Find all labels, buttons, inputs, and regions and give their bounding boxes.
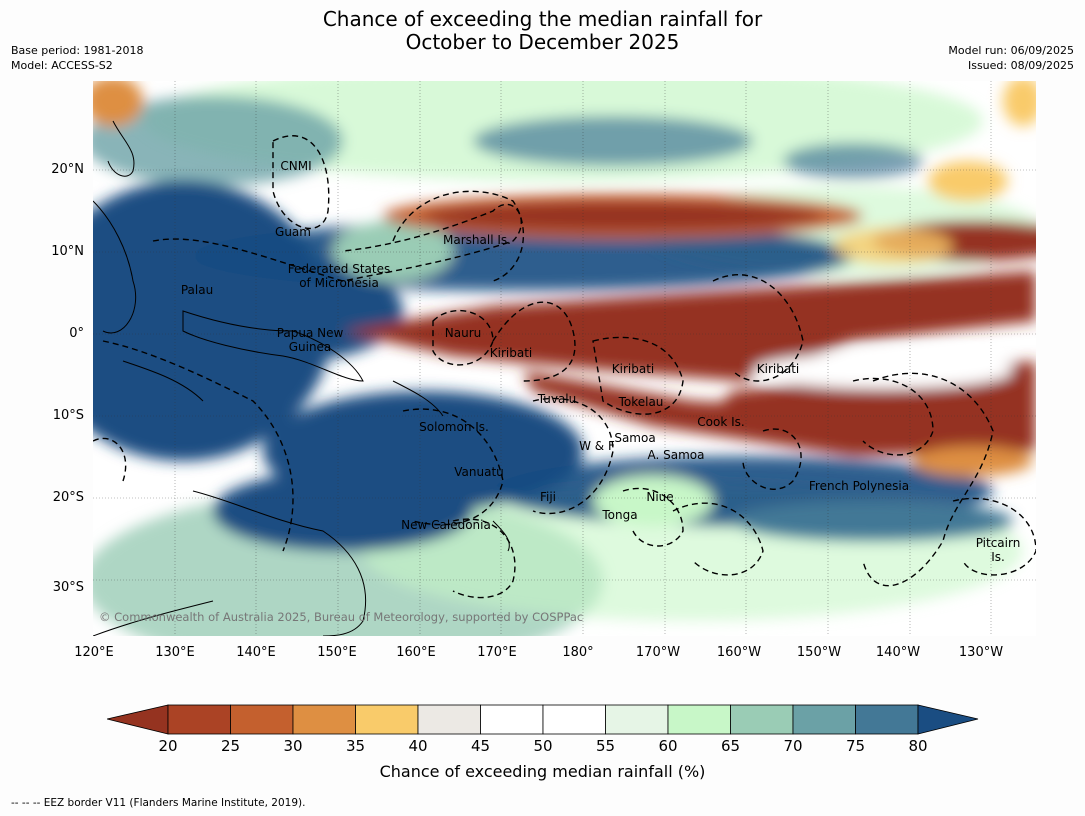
colorbar-segment (417, 704, 481, 735)
model-name: Model: ACCESS-S2 (11, 59, 113, 72)
colorbar-tick-label: 55 (595, 737, 616, 755)
colorbar-tick-label: 25 (220, 737, 241, 755)
region-label: Cook Is. (697, 415, 745, 429)
forecast-map (93, 81, 1036, 636)
colorbar-segment (542, 704, 606, 735)
longitude-tick-label: 180° (562, 645, 594, 660)
colorbar-segment (792, 704, 856, 735)
title-line-2: October to December 2025 (405, 30, 680, 54)
region-label: New Caledonia (401, 518, 491, 532)
region-label: Tonga (602, 508, 638, 522)
colorbar-tick-label: 70 (783, 737, 803, 755)
region-label: W & F (579, 439, 615, 453)
rainfall-field (93, 81, 1036, 636)
region-label: Solomon Is. (419, 420, 489, 434)
footnote: -- -- -- EEZ border V11 (Flanders Marine… (11, 797, 306, 809)
longitude-tick-label: 160°E (396, 645, 436, 660)
latitude-tick-label: 20°N (51, 162, 84, 177)
latitude-tick-label: 20°S (52, 490, 84, 505)
colorbar-segment (292, 704, 356, 735)
chart-title: Chance of exceeding the median rainfall … (0, 8, 1085, 54)
longitude-tick-label: 170°W (635, 645, 681, 660)
map-canvas (93, 81, 1036, 636)
colorbar-segment (667, 704, 731, 735)
region-label: Samoa (614, 431, 656, 445)
eez-borders (93, 135, 1036, 599)
colorbar-segment (230, 704, 294, 735)
colorbar-segment (855, 704, 919, 735)
region-label: Palau (180, 283, 214, 297)
region-label: Fiji (539, 490, 557, 504)
colorbar-label: Chance of exceeding median rainfall (%) (379, 762, 706, 781)
region-label: Marshall Is. (443, 233, 511, 247)
region-label: Papua New Guinea (276, 326, 344, 354)
colorbar-arrow-low (107, 704, 169, 735)
longitude-tick-label: 170°E (477, 645, 517, 660)
copyright-notice: © Commonwealth of Australia 2025, Bureau… (99, 610, 584, 624)
region-label: Pitcairn Is. (975, 536, 1021, 564)
colorbar-arrow-high (917, 704, 979, 735)
colorbar-segment (730, 704, 794, 735)
colorbar-tick-label: 35 (345, 737, 366, 755)
issued-date: Issued: 08/09/2025 (967, 59, 1074, 72)
longitude-tick-label: 140°E (236, 645, 276, 660)
longitude-tick-label: 120°E (74, 645, 114, 660)
colorbar-tick-label: 40 (408, 737, 428, 755)
region-label: Kiribati (756, 362, 800, 376)
colorbar-tick-label: 30 (283, 737, 303, 755)
latitude-tick-label: 10°S (52, 408, 84, 423)
colorbar-tick-label: 20 (158, 737, 178, 755)
colorbar-segment (167, 704, 231, 735)
latitude-tick-label: 0° (69, 326, 84, 341)
region-label: Kiribati (489, 346, 533, 360)
region-label: Vanuatu (454, 465, 504, 479)
longitude-tick-label: 130°E (155, 645, 195, 660)
region-label: Niue (646, 490, 674, 504)
meta-right: Model run: 06/09/2025 Issued: 08/09/2025 (948, 43, 1074, 73)
colorbar-tick-label: 65 (720, 737, 741, 755)
colorbar-segment (355, 704, 419, 735)
region-label: French Polynesia (808, 479, 910, 493)
coastlines (93, 120, 510, 636)
longitude-tick-label: 150°W (796, 645, 842, 660)
region-label: Federated States of Micronesia (287, 262, 391, 290)
longitude-tick-label: 160°W (716, 645, 762, 660)
graticule (93, 81, 1036, 636)
region-label: Tuvalu (537, 392, 577, 406)
region-label: CNMI (280, 159, 312, 173)
region-label: Tokelau (618, 395, 664, 409)
model-run: Model run: 06/09/2025 (948, 44, 1074, 57)
meta-left: Base period: 1981-2018 Model: ACCESS-S2 (11, 43, 143, 73)
region-label: Kiribati (611, 362, 655, 376)
colorbar (107, 704, 979, 735)
colorbar-tick-label: 50 (533, 737, 553, 755)
colorbar-tick-label: 75 (845, 737, 866, 755)
region-label: Guam (275, 225, 311, 239)
title-line-1: Chance of exceeding the median rainfall … (322, 7, 763, 31)
latitude-tick-label: 10°N (51, 244, 84, 259)
base-period: Base period: 1981-2018 (11, 44, 144, 57)
colorbar-tick-label: 60 (658, 737, 678, 755)
longitude-tick-label: 130°W (958, 645, 1004, 660)
colorbar-segment (605, 704, 669, 735)
region-label: A. Samoa (647, 448, 705, 462)
colorbar-tick-label: 80 (908, 737, 928, 755)
longitude-tick-label: 150°E (317, 645, 357, 660)
longitude-tick-label: 140°W (875, 645, 921, 660)
region-label: Nauru (444, 326, 482, 340)
colorbar-segment (480, 704, 544, 735)
latitude-tick-label: 30°S (52, 580, 84, 595)
colorbar-tick-label: 45 (470, 737, 491, 755)
